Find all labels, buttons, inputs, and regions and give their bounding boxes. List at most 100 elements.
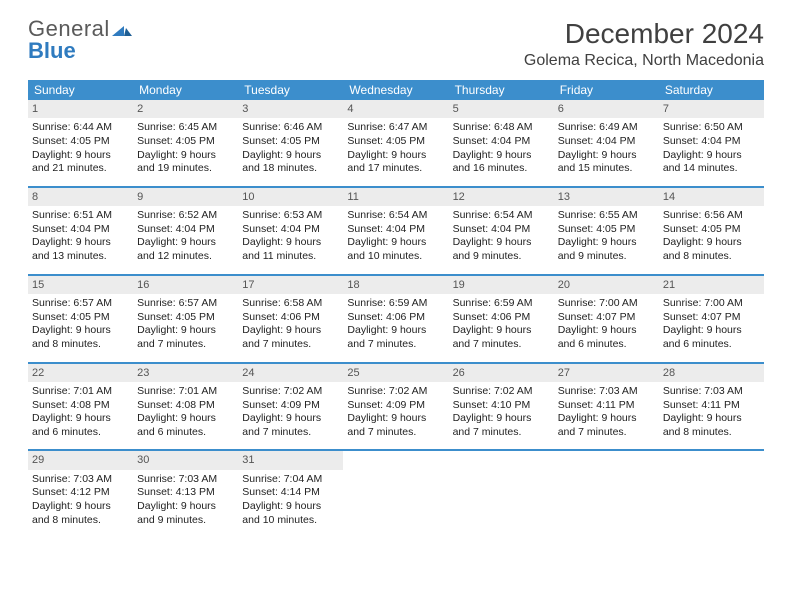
daylight-text-1: Daylight: 9 hours	[453, 149, 550, 163]
sunrise-text: Sunrise: 7:01 AM	[137, 385, 234, 399]
day-number: 3	[238, 100, 343, 118]
logo-word2: Blue	[28, 38, 76, 63]
week-row: 8Sunrise: 6:51 AMSunset: 4:04 PMDaylight…	[28, 188, 764, 268]
sunset-text: Sunset: 4:04 PM	[453, 223, 550, 237]
day-cell: 2Sunrise: 6:45 AMSunset: 4:05 PMDaylight…	[133, 100, 238, 180]
weekday-header: Thursday	[449, 80, 554, 100]
sunrise-text: Sunrise: 7:01 AM	[32, 385, 129, 399]
day-cell: 20 Sunrise: 7:00 AMSunset: 4:07 PMDayligh…	[554, 276, 659, 356]
daylight-text-1: Daylight: 9 hours	[558, 324, 655, 338]
sunrise-text: Sunrise: 6:46 AM	[242, 121, 339, 135]
daylight-text-1: Daylight: 9 hours	[32, 324, 129, 338]
day-number: 7	[659, 100, 764, 118]
sunrise-text: Sunrise: 6:57 AM	[32, 297, 129, 311]
sunset-text: Sunset: 4:04 PM	[453, 135, 550, 149]
month-title: December 2024	[524, 18, 764, 50]
sunrise-text: Sunrise: 6:54 AM	[453, 209, 550, 223]
daylight-text-2: and 6 minutes.	[32, 426, 129, 440]
sunrise-text: Sunrise: 6:55 AM	[558, 209, 655, 223]
daylight-text-1: Daylight: 9 hours	[32, 236, 129, 250]
sunset-text: Sunset: 4:05 PM	[242, 135, 339, 149]
sunrise-text: Sunrise: 7:00 AM	[558, 297, 655, 311]
daylight-text-1: Daylight: 9 hours	[347, 149, 444, 163]
day-number: 24	[238, 364, 343, 382]
sunset-text: Sunset: 4:05 PM	[663, 223, 760, 237]
daylight-text-2: and 11 minutes.	[242, 250, 339, 264]
daylight-text-1: Daylight: 9 hours	[137, 324, 234, 338]
logo-text: General Blue	[28, 18, 132, 62]
sunset-text: Sunset: 4:07 PM	[558, 311, 655, 325]
daylight-text-1: Daylight: 9 hours	[558, 149, 655, 163]
day-cell: 26Sunrise: 7:02 AMSunset: 4:10 PMDayligh…	[449, 364, 554, 444]
daylight-text-1: Daylight: 9 hours	[347, 236, 444, 250]
day-number: 25	[343, 364, 448, 382]
sunset-text: Sunset: 4:06 PM	[453, 311, 550, 325]
sunset-text: Sunset: 4:12 PM	[32, 486, 129, 500]
sunrise-text: Sunrise: 6:53 AM	[242, 209, 339, 223]
sunrise-text: Sunrise: 7:02 AM	[347, 385, 444, 399]
day-cell: 10Sunrise: 6:53 AMSunset: 4:04 PMDayligh…	[238, 188, 343, 268]
day-number: 4	[343, 100, 448, 118]
calendar: SundayMondayTuesdayWednesdayThursdayFrid…	[28, 80, 764, 531]
daylight-text-2: and 14 minutes.	[663, 162, 760, 176]
day-number: 28	[659, 364, 764, 382]
daylight-text-1: Daylight: 9 hours	[453, 236, 550, 250]
daylight-text-2: and 13 minutes.	[32, 250, 129, 264]
location: Golema Recica, North Macedonia	[524, 52, 764, 70]
daylight-text-2: and 6 minutes.	[558, 338, 655, 352]
sunrise-text: Sunrise: 7:02 AM	[453, 385, 550, 399]
daylight-text-2: and 19 minutes.	[137, 162, 234, 176]
week-row: 1Sunrise: 6:44 AMSunset: 4:05 PMDaylight…	[28, 100, 764, 180]
day-number: 30	[133, 451, 238, 469]
sunset-text: Sunset: 4:07 PM	[663, 311, 760, 325]
day-cell: 14Sunrise: 6:56 AMSunset: 4:05 PMDayligh…	[659, 188, 764, 268]
day-number: 8	[28, 188, 133, 206]
sunset-text: Sunset: 4:06 PM	[347, 311, 444, 325]
daylight-text-2: and 8 minutes.	[32, 514, 129, 528]
daylight-text-1: Daylight: 9 hours	[663, 412, 760, 426]
day-cell: 27Sunrise: 7:03 AMSunset: 4:11 PMDayligh…	[554, 364, 659, 444]
day-number: 23	[133, 364, 238, 382]
weekday-header: Saturday	[659, 80, 764, 100]
sunset-text: Sunset: 4:05 PM	[558, 223, 655, 237]
weekday-header: Monday	[133, 80, 238, 100]
daylight-text-2: and 15 minutes.	[558, 162, 655, 176]
weekday-header: Friday	[554, 80, 659, 100]
sunrise-text: Sunrise: 6:50 AM	[663, 121, 760, 135]
day-number: 29	[28, 451, 133, 469]
day-cell	[343, 451, 448, 531]
daylight-text-1: Daylight: 9 hours	[558, 412, 655, 426]
day-cell: 4Sunrise: 6:47 AMSunset: 4:05 PMDaylight…	[343, 100, 448, 180]
day-number: 2	[133, 100, 238, 118]
day-number: 17	[238, 276, 343, 294]
daylight-text-2: and 7 minutes.	[137, 338, 234, 352]
daylight-text-1: Daylight: 9 hours	[242, 500, 339, 514]
daylight-text-2: and 21 minutes.	[32, 162, 129, 176]
day-cell: 8Sunrise: 6:51 AMSunset: 4:04 PMDaylight…	[28, 188, 133, 268]
day-cell: 17Sunrise: 6:58 AMSunset: 4:06 PMDayligh…	[238, 276, 343, 356]
daylight-text-2: and 7 minutes.	[242, 338, 339, 352]
day-cell: 16Sunrise: 6:57 AMSunset: 4:05 PMDayligh…	[133, 276, 238, 356]
daylight-text-2: and 10 minutes.	[347, 250, 444, 264]
day-cell: 18Sunrise: 6:59 AMSunset: 4:06 PMDayligh…	[343, 276, 448, 356]
daylight-text-2: and 12 minutes.	[137, 250, 234, 264]
daylight-text-2: and 16 minutes.	[453, 162, 550, 176]
day-cell: 7Sunrise: 6:50 AMSunset: 4:04 PMDaylight…	[659, 100, 764, 180]
sunrise-text: Sunrise: 7:02 AM	[242, 385, 339, 399]
weekday-header: Wednesday	[343, 80, 448, 100]
sunset-text: Sunset: 4:06 PM	[242, 311, 339, 325]
day-cell: 9Sunrise: 6:52 AMSunset: 4:04 PMDaylight…	[133, 188, 238, 268]
day-number: 20	[554, 276, 659, 294]
day-cell: 24Sunrise: 7:02 AMSunset: 4:09 PMDayligh…	[238, 364, 343, 444]
day-cell: 1Sunrise: 6:44 AMSunset: 4:05 PMDaylight…	[28, 100, 133, 180]
daylight-text-1: Daylight: 9 hours	[242, 149, 339, 163]
day-cell: 11Sunrise: 6:54 AMSunset: 4:04 PMDayligh…	[343, 188, 448, 268]
daylight-text-1: Daylight: 9 hours	[347, 412, 444, 426]
day-number: 19	[449, 276, 554, 294]
sunset-text: Sunset: 4:04 PM	[347, 223, 444, 237]
day-cell: 13Sunrise: 6:55 AMSunset: 4:05 PMDayligh…	[554, 188, 659, 268]
day-cell: 30Sunrise: 7:03 AMSunset: 4:13 PMDayligh…	[133, 451, 238, 531]
daylight-text-2: and 8 minutes.	[32, 338, 129, 352]
day-cell: 15Sunrise: 6:57 AMSunset: 4:05 PMDayligh…	[28, 276, 133, 356]
sunset-text: Sunset: 4:09 PM	[347, 399, 444, 413]
